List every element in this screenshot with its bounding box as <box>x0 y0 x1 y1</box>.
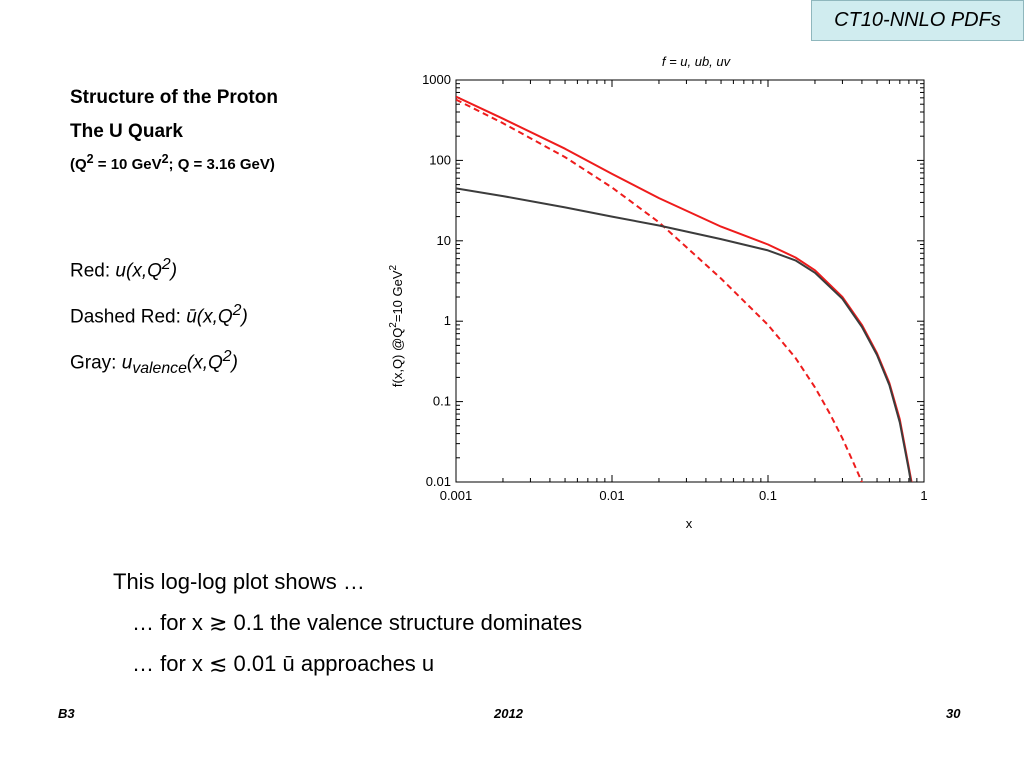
q-sup: 2 <box>86 152 94 166</box>
footer-center: 2012 <box>494 706 523 721</box>
legend-red-close: ) <box>170 260 178 282</box>
plot-frame <box>455 79 925 483</box>
legend-dashed-red: Dashed Red: ū(x,Q2) <box>70 302 248 328</box>
x-tick-label: 0.01 <box>599 488 624 503</box>
x-tick-label: 0.1 <box>759 488 777 503</box>
q-suffix: ; Q = 3.16 GeV) <box>168 156 275 173</box>
x-tick-label: 0.001 <box>440 488 473 503</box>
legend-gray: Gray: uvalence(x,Q2) <box>70 348 238 378</box>
y-label-suffix: =10 GeV <box>390 270 405 322</box>
q-mid: = 10 GeV <box>93 156 162 173</box>
y-tick-label: 100 <box>429 152 451 167</box>
y-label-sup: 2 <box>388 322 399 328</box>
legend-red: Red: u(x,Q2) <box>70 256 177 282</box>
bullet-line-3: … for x ≲ 0.01 ū approaches u <box>132 651 435 676</box>
y-tick-label: 1 <box>444 313 451 328</box>
heading-line-2: The U Quark <box>70 121 183 142</box>
legend-red-label: Red: <box>70 260 116 282</box>
legend-dashed-label: Dashed Red: <box>70 306 187 328</box>
y-tick-label: 0.1 <box>433 394 451 409</box>
footer-left: B3 <box>58 706 75 721</box>
bullet-line-1: This log-log plot shows … <box>113 569 365 594</box>
chart-title: f = u, ub, uv <box>662 54 732 69</box>
legend-red-sup: 2 <box>161 256 171 273</box>
legend-gray-u: u <box>121 352 133 374</box>
y-tick-label: 0.01 <box>426 474 451 489</box>
x-axis-label: x <box>686 516 693 531</box>
q-prefix: (Q <box>70 156 87 173</box>
y-tick-label: 1000 <box>422 72 451 87</box>
y-tick-label: 10 <box>437 233 451 248</box>
y-axis-label: f(x,Q) @Q2=10 GeV2 <box>388 264 405 387</box>
legend-gray-label: Gray: <box>70 352 122 374</box>
slide-topic-tag: CT10-NNLO PDFs <box>811 0 1024 41</box>
legend-dashed-sup: 2 <box>232 302 242 319</box>
legend-red-func: u(x,Q <box>115 260 162 282</box>
footer-page-number: 30 <box>946 706 961 721</box>
legend-gray-close: ) <box>231 352 238 374</box>
gev-sup: 2 <box>161 152 169 166</box>
slide-topic-label: CT10-NNLO PDFs <box>834 9 1001 31</box>
series-line-1 <box>456 95 913 482</box>
heading-line-1: Structure of the Proton <box>70 87 278 108</box>
heading-line-3: (Q2 = 10 GeV2; Q = 3.16 GeV) <box>70 152 275 173</box>
legend-gray-func: (x,Q <box>186 352 223 374</box>
x-tick-label: 1 <box>920 488 927 503</box>
y-label-prefix: f(x,Q) @Q <box>390 328 405 387</box>
series-line-2 <box>456 98 863 482</box>
legend-gray-sup: 2 <box>222 348 232 365</box>
legend-gray-sub: valence <box>132 360 187 378</box>
y-label-sup2: 2 <box>388 264 399 270</box>
series-line-3 <box>456 187 912 482</box>
legend-dashed-func: ū(x,Q <box>186 306 233 328</box>
legend-dashed-close: ) <box>241 306 248 328</box>
bullet-line-2: … for x ≳ 0.1 the valence structure domi… <box>132 610 583 635</box>
